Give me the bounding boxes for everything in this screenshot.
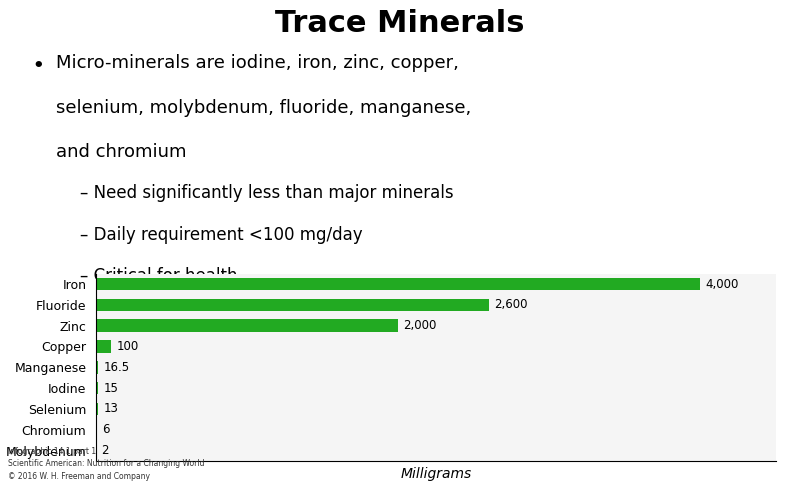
Bar <box>96 278 701 290</box>
X-axis label: Milligrams: Milligrams <box>400 466 472 481</box>
Text: – Critical for health: – Critical for health <box>80 267 238 285</box>
Text: 16.5: 16.5 <box>104 361 130 374</box>
Text: 4,000: 4,000 <box>706 278 739 290</box>
Text: – Need significantly less than major minerals: – Need significantly less than major min… <box>80 184 454 203</box>
Text: 6: 6 <box>102 423 110 436</box>
Bar <box>96 382 98 394</box>
Text: Trace Minerals: Trace Minerals <box>275 8 525 37</box>
Text: 2,000: 2,000 <box>403 319 437 332</box>
Text: APPROXIMATE TOTAL BODY TRACE MINERAL CONTENT: APPROXIMATE TOTAL BODY TRACE MINERAL CON… <box>278 256 594 266</box>
Bar <box>96 403 98 415</box>
Text: 2,600: 2,600 <box>494 298 528 312</box>
Bar <box>96 299 489 311</box>
Text: selenium, molybdenum, fluoride, manganese,: selenium, molybdenum, fluoride, manganes… <box>56 99 471 117</box>
Text: Infographic 14.1 part 1
Scientific American: Nutrition for a Changing World
© 20: Infographic 14.1 part 1 Scientific Ameri… <box>8 447 205 481</box>
Text: – Daily requirement <100 mg/day: – Daily requirement <100 mg/day <box>80 226 362 244</box>
Text: 15: 15 <box>103 382 118 394</box>
Text: 2: 2 <box>102 444 109 457</box>
Bar <box>96 319 398 332</box>
Bar <box>96 340 111 352</box>
Text: Micro-minerals are iodine, iron, zinc, copper,: Micro-minerals are iodine, iron, zinc, c… <box>56 54 459 72</box>
Bar <box>96 423 97 436</box>
Text: •: • <box>32 57 44 75</box>
Text: 100: 100 <box>117 340 138 353</box>
Text: and chromium: and chromium <box>56 143 186 161</box>
Bar <box>96 361 98 374</box>
Text: 13: 13 <box>103 402 118 416</box>
